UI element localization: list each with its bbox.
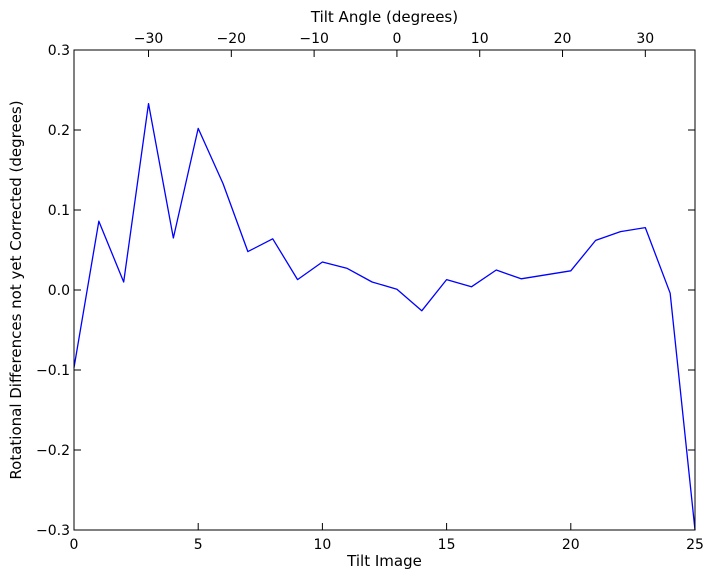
x-tick-label: 15 (438, 537, 456, 553)
y-tick-label: 0.1 (48, 203, 70, 219)
x2-tick-label: 10 (471, 31, 489, 47)
y-tick-label: −0.2 (36, 443, 70, 459)
axes: 0 5 10 15 20 25 −30 −20 −10 0 10 20 30 −0.3 −0.2 −0.1 0.… (36, 31, 704, 553)
x2-tick-label: −30 (134, 31, 164, 47)
x-tick-label: 10 (313, 537, 331, 553)
x2-tick-label: 20 (554, 31, 572, 47)
y-tick-label: 0.0 (48, 283, 70, 299)
x-axis-label: Tilt Image (346, 552, 422, 570)
series-line-0 (73, 102, 696, 531)
x2-tick-label: −20 (217, 31, 247, 47)
x-tick-label: 20 (562, 537, 580, 553)
x-tick-label: 5 (194, 537, 203, 553)
plot-area (73, 102, 696, 531)
x-tick-label: 25 (686, 537, 704, 553)
x2-tick-label: 30 (636, 31, 654, 47)
y-tick-label: 0.2 (48, 123, 70, 139)
y-tick-label: 0.3 (48, 43, 70, 59)
x-tick-label: 0 (70, 537, 79, 553)
x2-tick-label: −10 (299, 31, 329, 47)
top-x-axis-label: Tilt Angle (degrees) (310, 8, 458, 26)
x2-tick-label: 0 (392, 31, 401, 47)
y-axis-label: Rotational Differences not yet Corrected… (7, 100, 25, 479)
y-tick-label: −0.3 (36, 523, 70, 539)
y-tick-label: −0.1 (36, 363, 70, 379)
